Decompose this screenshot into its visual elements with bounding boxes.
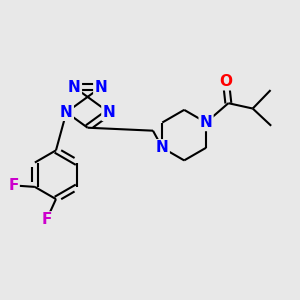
Text: N: N	[200, 115, 212, 130]
Text: F: F	[8, 178, 19, 193]
Text: N: N	[68, 80, 81, 95]
Text: O: O	[220, 74, 232, 89]
Text: F: F	[41, 212, 52, 227]
Text: N: N	[156, 140, 169, 155]
Text: N: N	[102, 105, 115, 120]
Text: N: N	[60, 105, 73, 120]
Text: N: N	[94, 80, 107, 95]
